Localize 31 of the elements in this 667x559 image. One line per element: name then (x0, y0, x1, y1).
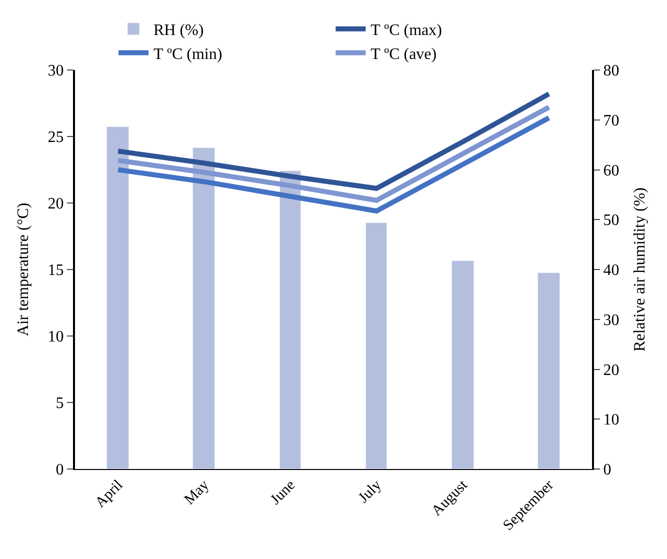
bar (192, 148, 215, 469)
y2-tick-label: 50 (603, 212, 620, 230)
y2-tick-label: 30 (603, 312, 620, 329)
y2-axis-title: Relative air humidity (%) (631, 188, 648, 352)
x-tick-label: June (268, 477, 299, 508)
y-axis-title: Air temperature (°C) (15, 202, 32, 336)
y2-tick-label: 20 (603, 362, 620, 379)
y-tick-label: 20 (48, 196, 64, 213)
y2-tick-label: 80 (603, 62, 620, 80)
y2-tick-label: 60 (603, 162, 620, 180)
y2-tick-label: 10 (603, 412, 620, 429)
y-tick-label: 25 (48, 129, 64, 146)
y-tick-label: 5 (56, 395, 64, 412)
y-tick-label: 15 (48, 262, 64, 280)
bar (106, 126, 129, 469)
legend-label: RH (%) (154, 22, 204, 40)
bar (538, 272, 560, 469)
legend-label: T ºC (max) (370, 22, 442, 40)
y2-tick-label: 0 (603, 462, 612, 479)
x-tick-label: July (356, 476, 386, 506)
y-tick-label: 10 (48, 328, 64, 346)
legend-label: T ºC (ave) (370, 46, 437, 63)
y-tick-label: 0 (56, 462, 64, 479)
bar (366, 222, 387, 469)
legend-label: T ºC (min) (154, 46, 222, 63)
x-tick-label: May (182, 476, 213, 508)
y-tick-label: 30 (48, 62, 64, 80)
bar (452, 260, 474, 469)
y2-tick-label: 40 (603, 262, 620, 280)
y2-tick-label: 70 (603, 112, 620, 130)
bar (280, 170, 301, 469)
